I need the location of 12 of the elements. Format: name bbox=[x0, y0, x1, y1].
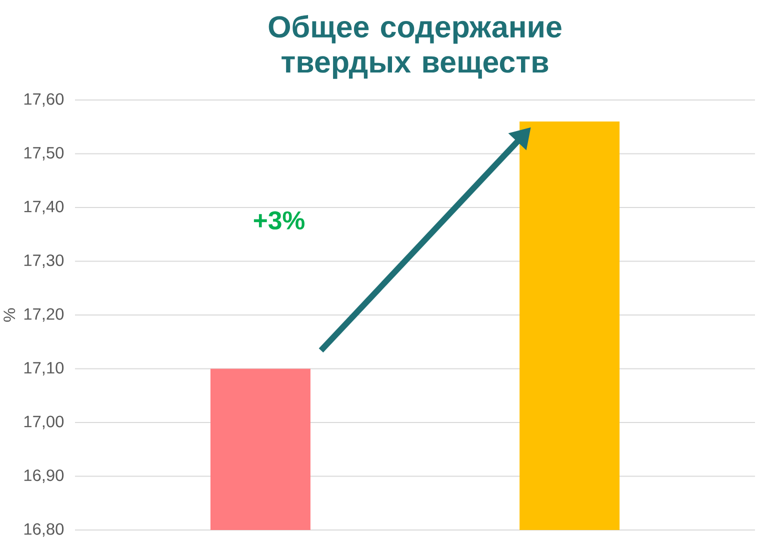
annotation: +3% bbox=[254, 211, 304, 230]
y-tick-label: 17,40 bbox=[24, 200, 64, 214]
y-tick-label: 17,50 bbox=[24, 146, 64, 161]
y-tick-label: 16,80 bbox=[24, 523, 64, 537]
y-axis-title: % bbox=[4, 308, 16, 322]
y-tick-label: 17,30 bbox=[24, 254, 64, 268]
y-tick-label: 17,00 bbox=[24, 416, 64, 430]
y-tick-label: 17,60 bbox=[24, 93, 64, 107]
y-tick-label: 17,20 bbox=[24, 308, 64, 322]
chart-title: Общее содержание твердых веществ bbox=[268, 15, 562, 79]
y-tick-label: 17,10 bbox=[24, 362, 64, 376]
y-tick-label: 16,90 bbox=[24, 469, 64, 484]
